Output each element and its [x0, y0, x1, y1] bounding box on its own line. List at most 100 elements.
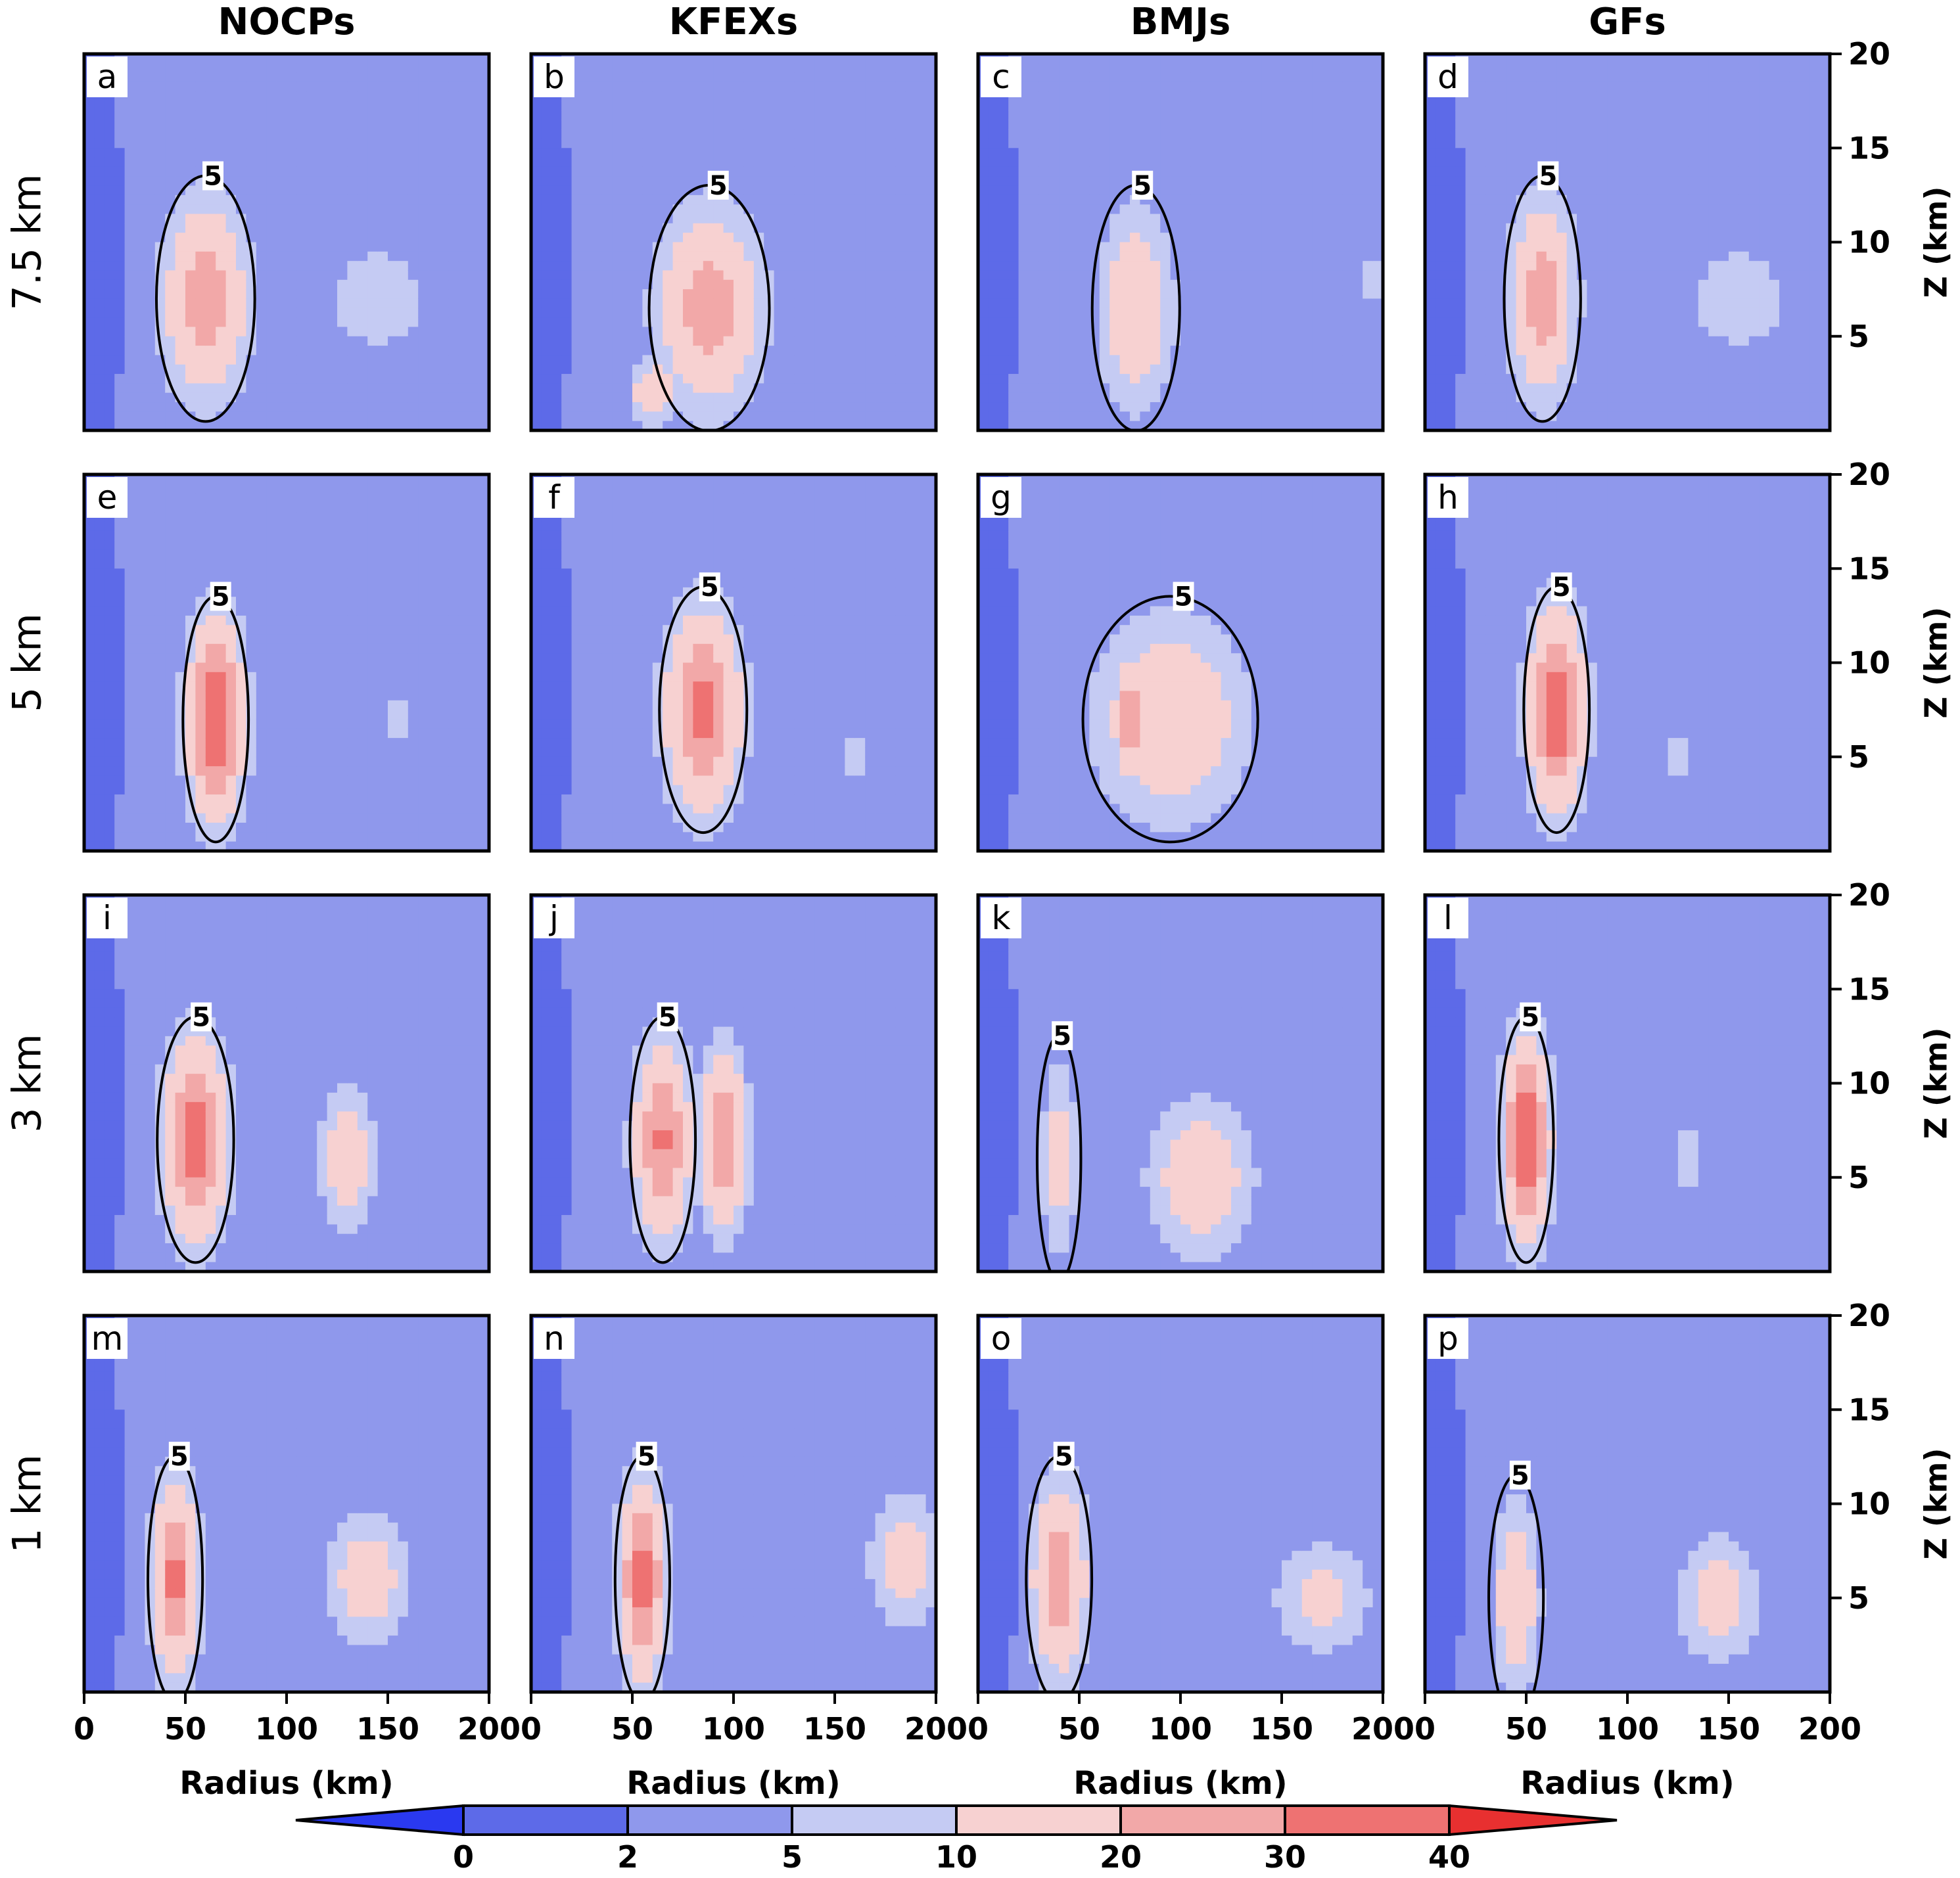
contour-cell: [854, 72, 866, 83]
contour-cell: [1455, 392, 1466, 403]
contour-cell: [895, 176, 906, 187]
contour-cell: [377, 223, 388, 233]
contour-cell: [367, 157, 379, 168]
contour-cell: [1150, 336, 1161, 346]
contour-cell: [347, 392, 358, 403]
contour-cell: [865, 242, 876, 252]
contour-cell: [1150, 148, 1161, 158]
contour-cell: [388, 421, 398, 430]
contour-cell: [377, 101, 388, 111]
contour-cell: [1332, 214, 1343, 224]
contour-cell: [1160, 411, 1171, 422]
contour-cell: [1332, 233, 1343, 243]
contour-cell: [236, 54, 246, 64]
contour-cell: [895, 63, 906, 74]
contour-cell: [377, 374, 388, 384]
contour-cell: [94, 355, 105, 365]
contour-cell: [571, 176, 582, 187]
contour-cell: [652, 204, 663, 215]
contour-cell: [287, 157, 297, 168]
contour-cell: [804, 233, 815, 243]
contour-cell: [703, 233, 714, 243]
contour-cell: [1130, 317, 1140, 328]
contour-cell: [895, 148, 906, 158]
contour-cell: [357, 157, 368, 168]
contour-cell: [398, 251, 409, 262]
contour-cell: [1455, 411, 1466, 422]
contour-cell: [804, 223, 815, 233]
contour-cell: [1352, 63, 1363, 74]
contour-cell: [246, 110, 257, 120]
contour-cell: [1109, 355, 1121, 365]
contour-cell: [1332, 185, 1343, 196]
contour-cell: [1109, 242, 1121, 252]
contour-cell: [1261, 72, 1272, 83]
contour-cell: [764, 91, 775, 102]
contour-cell: [1241, 91, 1252, 102]
contour-cell: [835, 54, 845, 64]
contour-cell: [601, 251, 613, 262]
contour-cell: [1048, 327, 1060, 337]
contour-cell: [1130, 223, 1140, 233]
contour-cell: [622, 327, 633, 337]
contour-cell: [774, 233, 785, 243]
contour-cell: [185, 157, 196, 168]
contour-cell: [469, 110, 480, 120]
contour-cell: [1140, 261, 1151, 271]
contour-cell: [885, 364, 896, 375]
contour-cell: [1342, 298, 1353, 309]
contour-cell: [1322, 101, 1333, 111]
contour-cell: [541, 148, 552, 158]
contour-cell: [104, 261, 115, 271]
contour-cell: [1190, 157, 1202, 168]
contour-cell: [327, 81, 338, 92]
contour-cell: [145, 392, 156, 403]
contour-cell: [1261, 148, 1272, 158]
contour-cell: [296, 327, 308, 337]
contour-cell: [327, 411, 338, 422]
contour-cell: [753, 129, 764, 139]
contour-cell: [1059, 261, 1070, 271]
contour-cell: [693, 242, 704, 252]
contour-cell: [1231, 270, 1242, 281]
contour-cell: [185, 289, 196, 300]
contour-cell: [418, 138, 429, 149]
contour-cell: [1180, 176, 1191, 187]
contour-cell: [814, 346, 826, 355]
contour-cell: [1363, 270, 1374, 281]
contour-cell: [804, 91, 815, 102]
contour-cell: [478, 72, 489, 83]
contour-cell: [347, 251, 358, 262]
contour-cell: [1301, 129, 1313, 139]
contour-cell: [469, 308, 480, 318]
contour-cell: [1119, 346, 1131, 355]
contour-cell: [1069, 279, 1080, 290]
contour-cell: [1140, 364, 1151, 375]
contour-cell: [1160, 355, 1171, 365]
contour-cell: [683, 298, 693, 309]
contour-cell: [1029, 308, 1039, 318]
contour-cell: [104, 185, 115, 196]
contour-cell: [337, 242, 348, 252]
contour-cell: [743, 101, 755, 111]
contour-cell: [1435, 355, 1446, 365]
contour-cell: [622, 374, 633, 384]
contour-cell: [306, 308, 317, 318]
contour-cell: [448, 63, 459, 74]
contour-cell: [104, 374, 115, 384]
contour-cell: [296, 63, 308, 74]
contour-cell: [438, 120, 449, 130]
contour-cell: [743, 91, 755, 102]
contour-cell: [794, 101, 805, 111]
contour-cell: [1332, 91, 1343, 102]
contour-cell: [875, 157, 886, 168]
contour-cell: [1190, 251, 1202, 262]
contour-cell: [377, 120, 388, 130]
contour-cell: [205, 346, 216, 355]
contour-cell: [774, 81, 785, 92]
contour-cell: [367, 364, 379, 375]
contour-cell: [135, 185, 145, 196]
contour-cell: [784, 185, 795, 196]
contour-cell: [1282, 138, 1292, 149]
contour-cell: [287, 298, 297, 309]
